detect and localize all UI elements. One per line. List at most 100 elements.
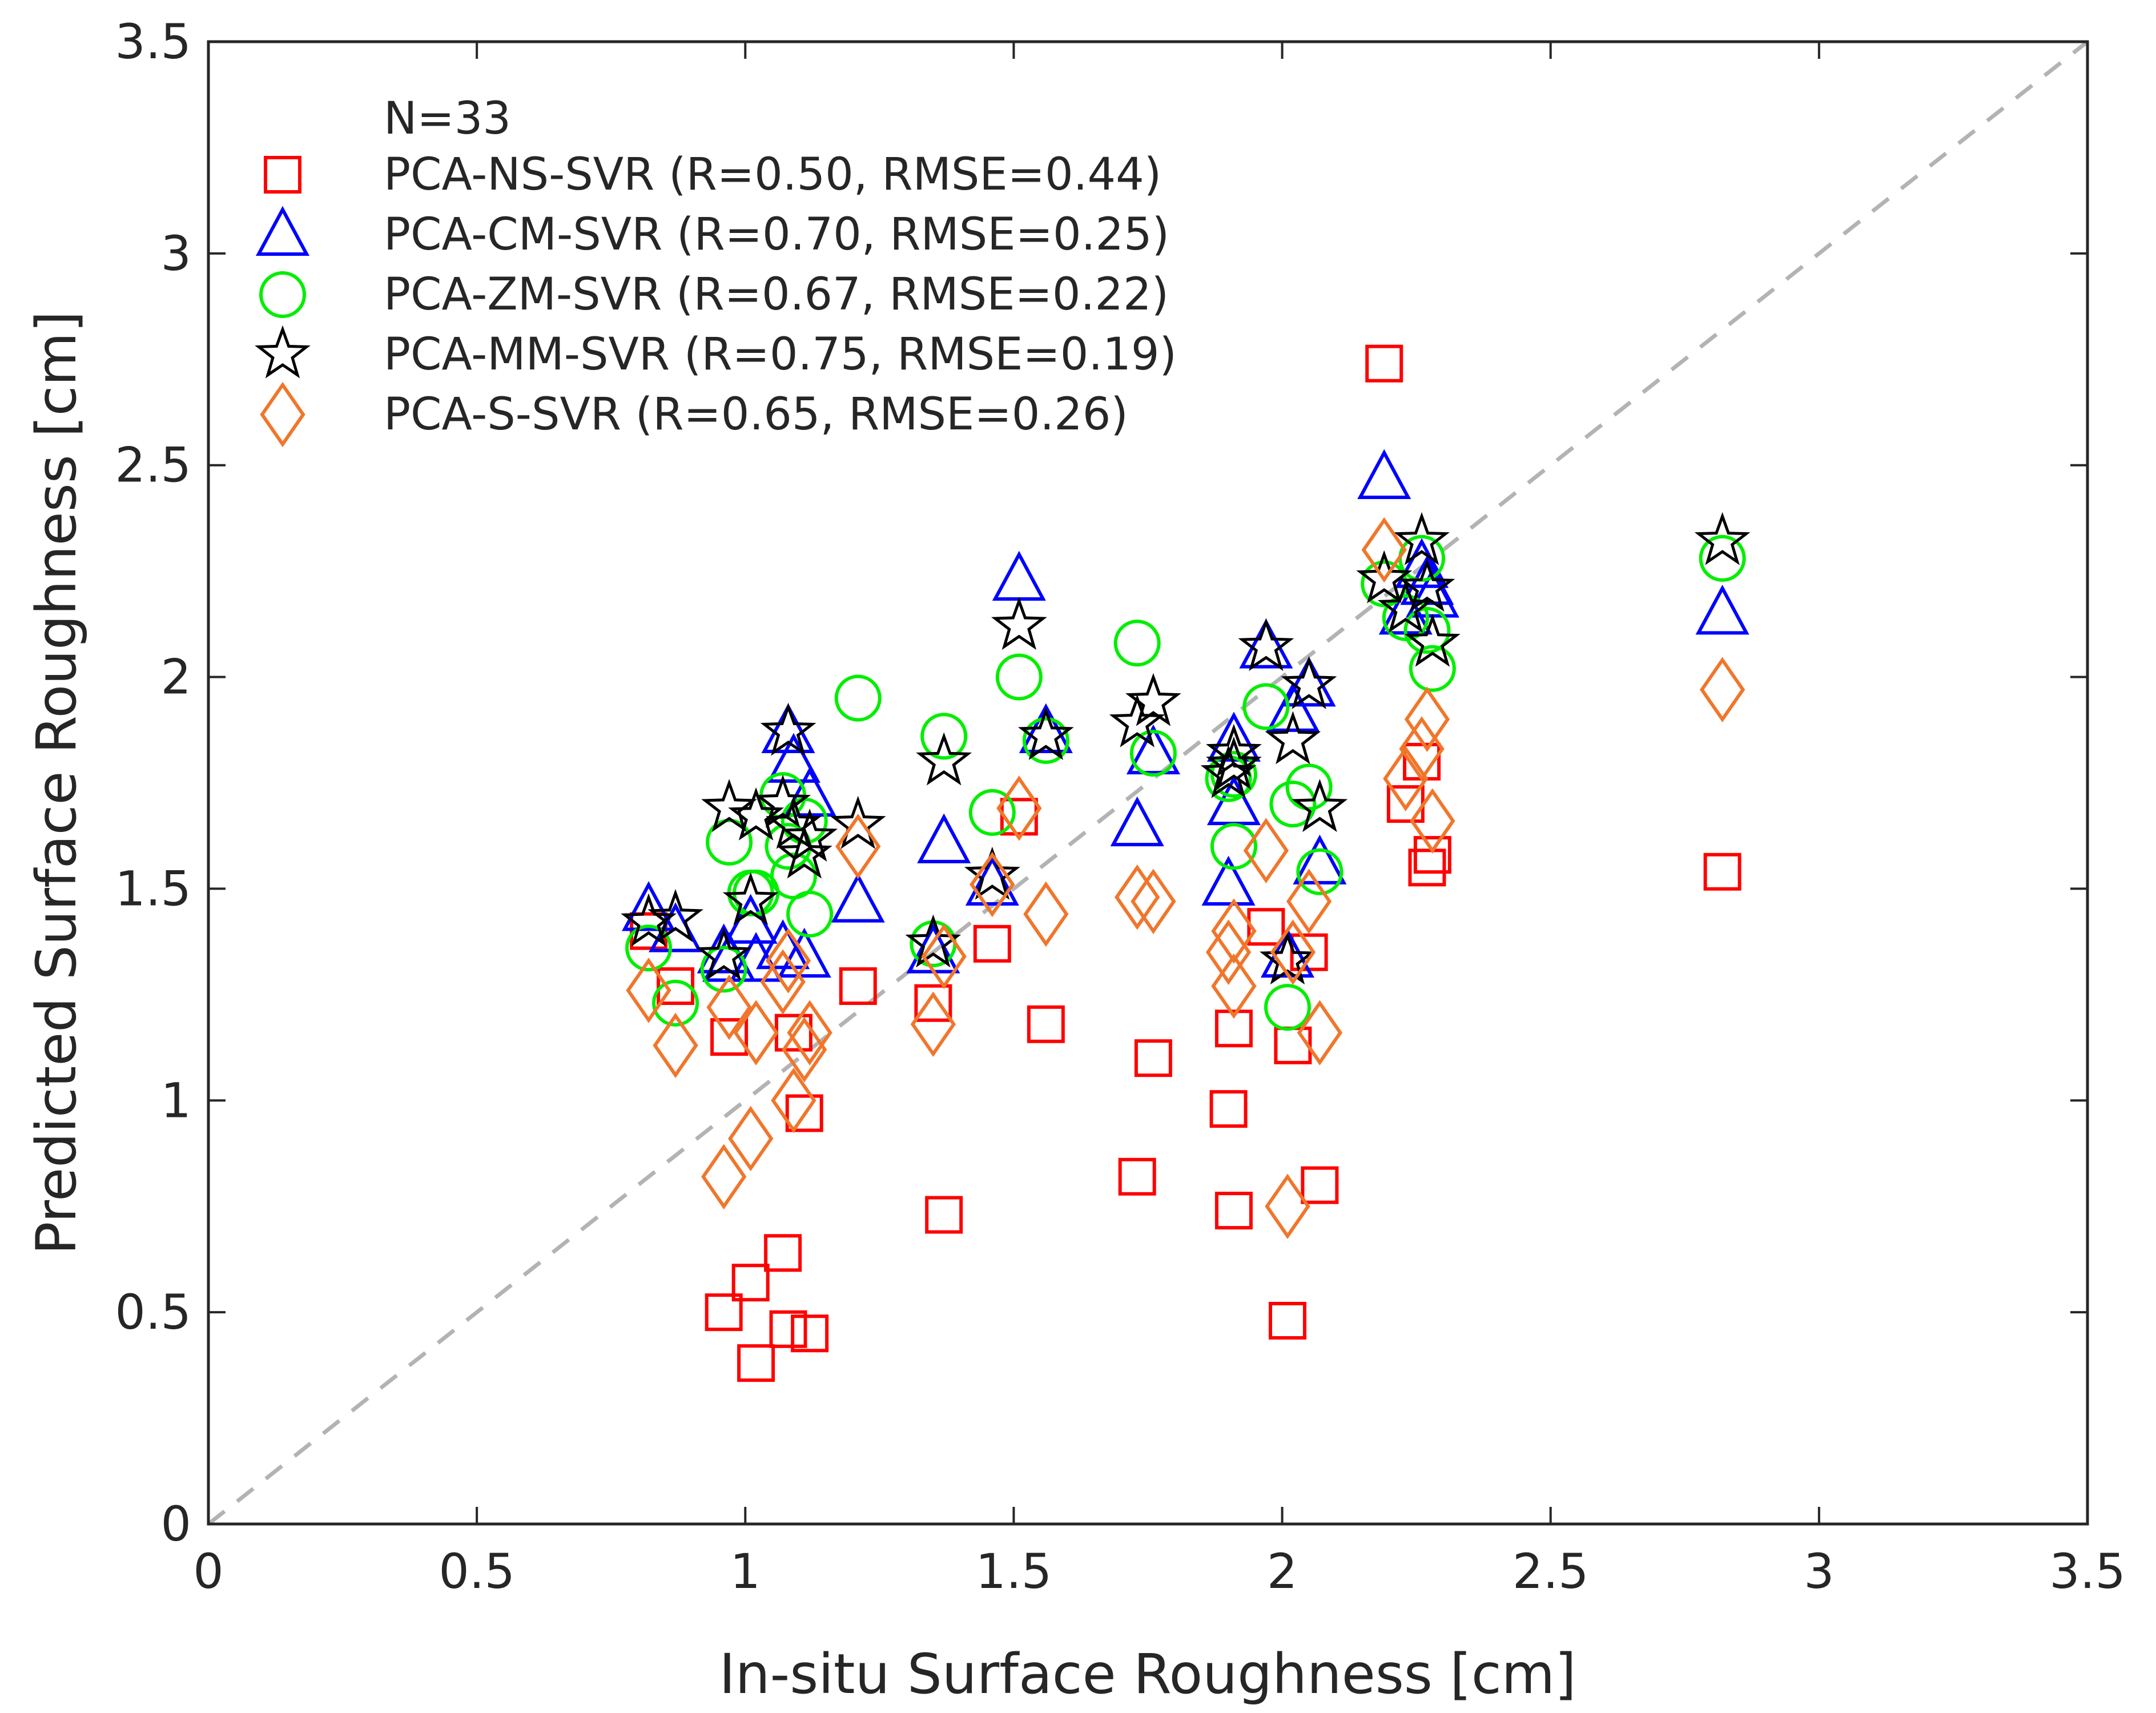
data-point-square [1365, 344, 1403, 383]
data-point-circle [1242, 683, 1290, 730]
legend-marker-circle [259, 271, 306, 318]
data-point-triangle [1293, 834, 1347, 884]
data-point-diamond [1410, 788, 1455, 854]
series-diamond [626, 517, 1745, 1239]
y-tick-label: 0 [161, 1496, 191, 1552]
y-tick-label: 3.5 [115, 14, 191, 70]
data-point-triangle [1206, 711, 1261, 762]
data-point-triangle [756, 919, 810, 970]
data-point-square [1268, 1301, 1306, 1340]
data-point-star [782, 809, 838, 862]
data-point-diamond [910, 991, 956, 1057]
data-point-triangle [1201, 855, 1256, 906]
data-point-diamond [1265, 1173, 1310, 1239]
data-point-square [925, 1196, 963, 1234]
data-point-square [1703, 853, 1741, 891]
plot-frame [207, 40, 2089, 1526]
data-point-triangle [1395, 538, 1449, 588]
data-point-circle [1269, 781, 1317, 828]
data-point-triangle [917, 813, 971, 863]
legend-header: N=33 [384, 93, 511, 144]
data-point-circle [786, 890, 834, 938]
data-point-diamond [996, 775, 1042, 841]
x-tick-label: 0 [193, 1543, 223, 1599]
data-point-square [1247, 908, 1285, 946]
data-point-square [731, 1264, 770, 1302]
data-point-circle [1285, 763, 1333, 811]
data-point-diamond [1023, 881, 1069, 947]
data-point-square [630, 912, 668, 950]
data-point-diamond [1404, 686, 1450, 753]
data-point-diamond [701, 1144, 747, 1210]
data-point-circle [1113, 620, 1161, 667]
data-point-circle [1409, 645, 1456, 692]
data-point-circle [1210, 823, 1257, 870]
data-point-diamond [771, 1068, 816, 1133]
data-point-diamond [653, 1012, 698, 1079]
data-point-diamond [626, 958, 671, 1023]
x-tick-label: 2 [1267, 1543, 1297, 1599]
data-point-star [1265, 711, 1321, 765]
legend-marker-square [264, 156, 301, 194]
data-point-circle [995, 653, 1043, 701]
data-point-circle [1022, 717, 1069, 764]
data-point-triangle [1695, 584, 1749, 635]
data-point-triangle [992, 550, 1046, 601]
data-point-star [647, 888, 703, 942]
y-axis-label: Predicted Surface Roughness [cm] [25, 311, 89, 1255]
data-point-square [1118, 1157, 1156, 1196]
data-point-star [1238, 618, 1294, 671]
x-tick-label: 1.5 [976, 1543, 1052, 1599]
data-point-triangle [831, 872, 885, 923]
data-point-square [769, 1310, 807, 1348]
data-point-triangle [761, 703, 815, 753]
data-point-diamond [706, 974, 752, 1040]
data-point-star [1260, 931, 1316, 985]
data-point-square [785, 1094, 823, 1132]
x-tick-label: 0.5 [439, 1543, 515, 1599]
data-point-triangle [965, 855, 1019, 906]
data-point-square [1301, 1166, 1339, 1204]
data-point-diamond [1115, 864, 1160, 930]
data-point-circle [1699, 534, 1746, 582]
data-point-star [760, 702, 816, 756]
axis-ticks-group: 0 0.5 1 1.5 2 2.5 3 3.5 0 0.5 1 1.5 2 2.5 3 3.5 [115, 14, 2125, 1599]
data-point-star [830, 795, 886, 849]
data-point-star [1017, 706, 1074, 760]
data-point-square [839, 967, 877, 1006]
x-tick-label: 3 [1804, 1543, 1834, 1599]
data-point-diamond [1205, 919, 1252, 985]
legend-marker-diamond [260, 381, 305, 448]
data-point-square [1214, 1192, 1253, 1230]
data-point-square [791, 1314, 829, 1353]
data-point-diamond [1243, 818, 1289, 883]
data-point-triangle [777, 927, 831, 978]
data-point-star [701, 779, 757, 833]
data-point-square [1408, 849, 1446, 887]
data-point-diamond [970, 851, 1015, 918]
data-point-star [1694, 512, 1751, 565]
data-point-diamond [1270, 919, 1316, 985]
data-point-diamond [1211, 953, 1257, 1019]
legend-marker-star [255, 325, 311, 379]
y-tick-label: 1.5 [115, 860, 191, 916]
data-point-square [1214, 1010, 1253, 1048]
data-point-star [1394, 512, 1450, 565]
data-point-triangle [1266, 682, 1320, 732]
data-point-star [1399, 558, 1455, 612]
data-point-square [1413, 836, 1451, 874]
data-point-circle [700, 946, 747, 993]
data-point-diamond [1699, 657, 1745, 723]
y-tick-label: 0.5 [115, 1284, 191, 1340]
data-point-diamond [1286, 868, 1332, 934]
y-tick-label: 2 [161, 649, 191, 705]
data-point-triangle [766, 733, 820, 783]
data-point-square [705, 1293, 743, 1332]
series-square [630, 344, 1741, 1382]
legend-label: PCA-CM-SVR (R=0.70, RMSE=0.25) [384, 209, 1169, 260]
legend-marker-triangle [255, 206, 310, 256]
data-point-star [1206, 723, 1262, 777]
series-circle [625, 534, 1746, 1031]
